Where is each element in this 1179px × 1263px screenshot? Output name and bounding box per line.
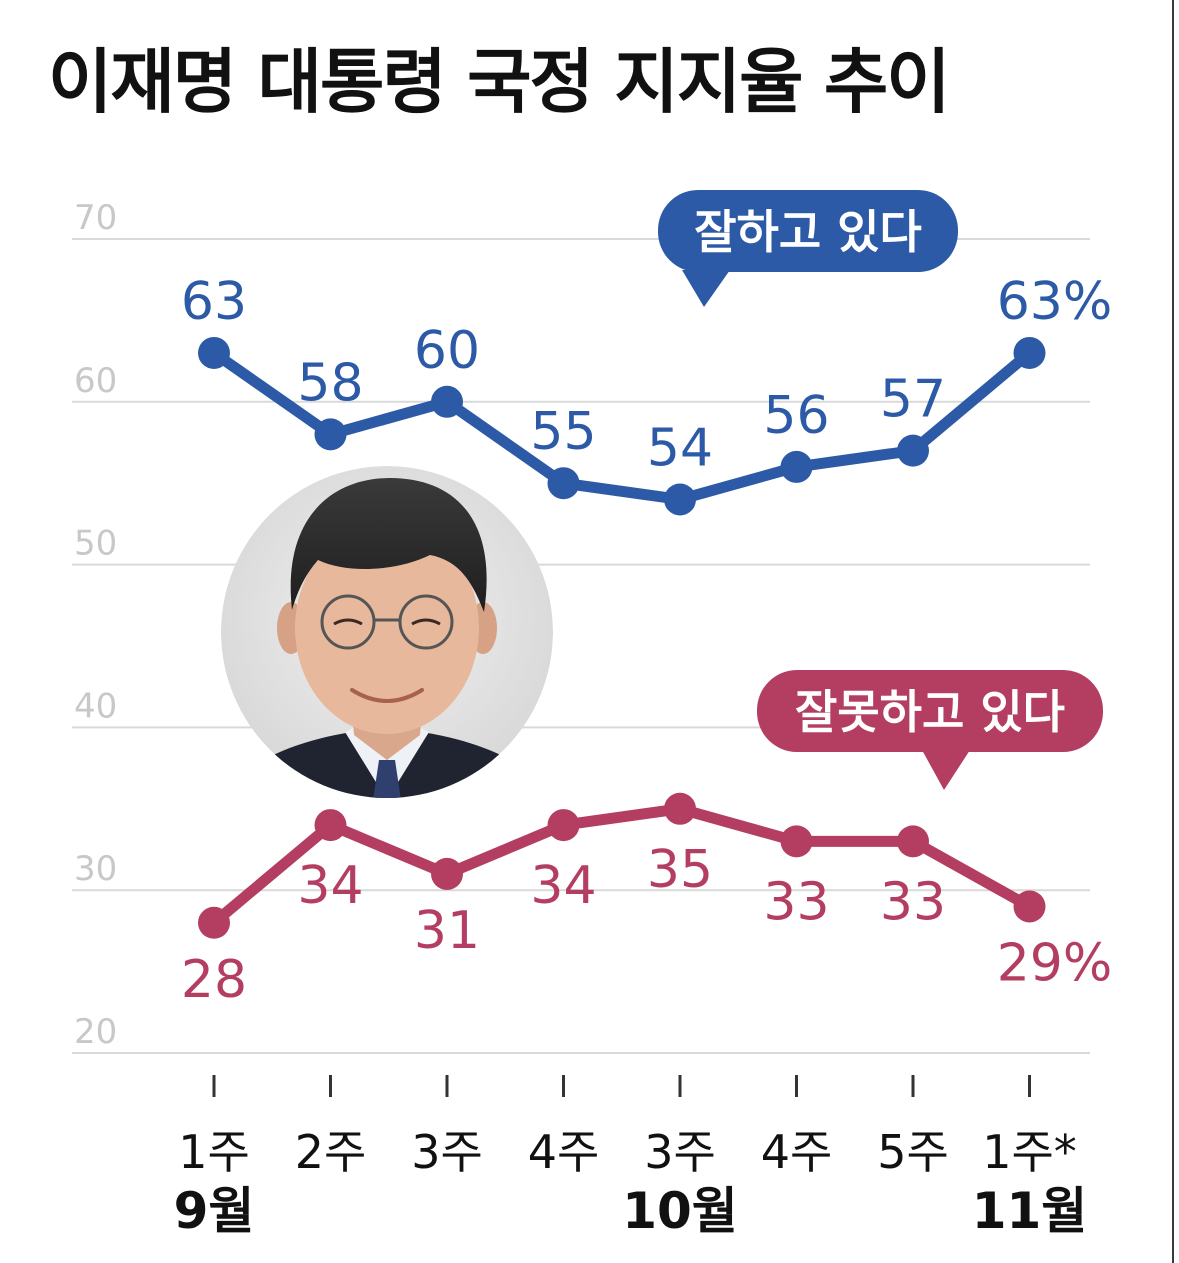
- x-tick-label: 4주: [761, 1125, 833, 1179]
- data-label: 60: [414, 321, 480, 381]
- data-label: 63%: [997, 272, 1113, 332]
- data-point: [780, 825, 813, 858]
- x-axis: 1주 2주 3주 4주 3주 4주 5주 1주* 9월 10월 11월: [174, 1075, 1088, 1240]
- data-label: 58: [297, 353, 363, 413]
- data-label: 34: [297, 856, 363, 916]
- data-label: 35: [647, 840, 713, 900]
- data-point: [431, 385, 463, 418]
- data-point: [664, 792, 696, 825]
- y-tick-label: 30: [74, 849, 117, 889]
- legend-label: 잘하고 있다: [694, 205, 922, 259]
- series-line: [208, 347, 1035, 505]
- y-axis-ticks: 70 60 50 40 30 20: [74, 198, 117, 1052]
- data-point: [547, 467, 580, 500]
- month-label: 9월: [174, 1182, 255, 1240]
- legend-bubble-approve: 잘하고 있다: [658, 190, 958, 307]
- month-label: 10월: [622, 1182, 738, 1240]
- x-tick-label: 2주: [295, 1125, 367, 1179]
- data-point: [1013, 890, 1046, 923]
- legend-label: 잘못하고 있다: [795, 685, 1065, 739]
- data-label: 56: [763, 386, 829, 446]
- data-point: [431, 857, 463, 890]
- data-label: 33: [763, 872, 829, 932]
- data-point: [198, 906, 230, 939]
- data-label: 57: [880, 370, 946, 430]
- y-tick-label: 20: [74, 1012, 117, 1052]
- y-tick-label: 40: [74, 686, 117, 726]
- data-label: 63: [181, 272, 247, 332]
- month-label: 11월: [972, 1182, 1088, 1240]
- series-approve: 63 58 60 55 54 56 57 63%: [181, 272, 1112, 516]
- data-point: [314, 809, 347, 842]
- legend-bubble-disapprove: 잘못하고 있다: [757, 670, 1103, 790]
- series-line: [208, 803, 1035, 929]
- x-tick-label: 1주: [178, 1125, 250, 1179]
- data-point: [664, 483, 696, 516]
- data-label: 33: [880, 872, 946, 932]
- x-tick-label: 1주*: [982, 1125, 1077, 1179]
- president-portrait-icon: [221, 466, 553, 798]
- y-tick-label: 60: [74, 361, 117, 401]
- chart-title: 이재명 대통령 국정 지지율 추이: [48, 41, 951, 123]
- bubble-tail: [922, 750, 970, 790]
- data-label: 34: [530, 856, 596, 916]
- data-point: [1013, 336, 1046, 369]
- x-tick-label: 4주: [528, 1125, 600, 1179]
- data-point: [198, 336, 230, 369]
- data-label: 28: [181, 950, 247, 1010]
- data-point: [314, 418, 347, 451]
- bubble-body: [658, 190, 958, 272]
- data-point: [897, 825, 929, 858]
- bubble-tail: [682, 270, 730, 307]
- x-tick-label: 5주: [877, 1125, 949, 1179]
- data-label: 54: [647, 418, 713, 478]
- bubble-body: [757, 670, 1103, 752]
- x-tick-label: 3주: [411, 1125, 483, 1179]
- series-group: 63 58 60 55 54 56 57 63% 28 34 31 34 35 33 33 29%: [181, 272, 1112, 1010]
- data-point: [897, 434, 929, 467]
- data-label: 29%: [997, 933, 1113, 993]
- data-point: [547, 809, 580, 842]
- series-disapprove: 28 34 31 34 35 33 33 29%: [181, 792, 1113, 1010]
- data-label: 31: [414, 901, 480, 961]
- data-label: 55: [530, 402, 596, 462]
- data-point: [780, 450, 813, 483]
- x-tick-label: 3주: [644, 1125, 716, 1179]
- y-tick-label: 50: [74, 524, 117, 564]
- right-border: [1172, 0, 1174, 1263]
- y-tick-label: 70: [74, 198, 117, 238]
